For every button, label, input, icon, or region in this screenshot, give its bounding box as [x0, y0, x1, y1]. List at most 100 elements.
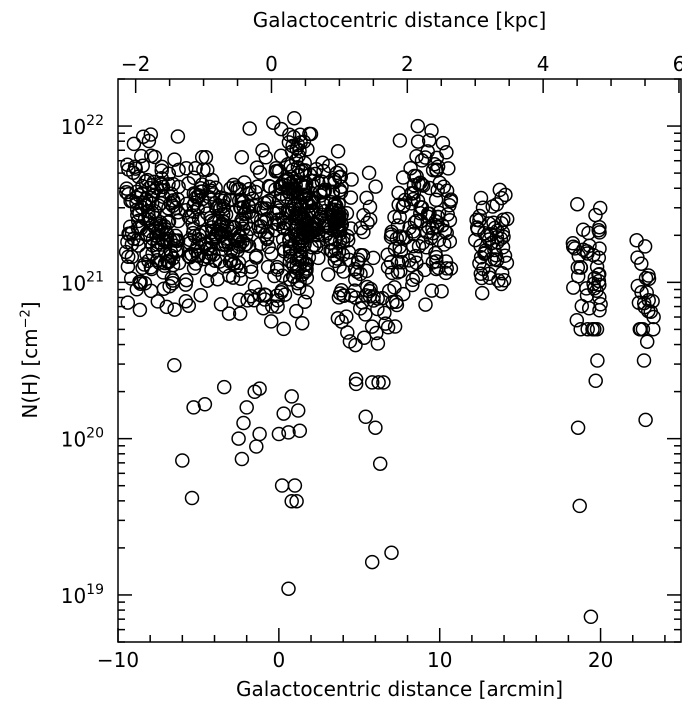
- data-point: [441, 161, 456, 176]
- data-point: [182, 249, 198, 265]
- data-point: [175, 453, 190, 468]
- data-point: [247, 279, 263, 294]
- data-point: [249, 160, 265, 175]
- y-tick-label: 1021: [61, 269, 104, 295]
- data-point: [304, 192, 319, 208]
- data-point: [289, 303, 304, 319]
- data-point: [360, 279, 375, 295]
- data-point: [593, 297, 608, 312]
- data-point: [348, 372, 364, 387]
- data-point: [134, 148, 149, 164]
- data-point: [258, 150, 274, 165]
- data-point: [580, 321, 595, 337]
- data-point: [194, 191, 210, 207]
- data-point: [244, 209, 260, 224]
- data-point: [566, 280, 581, 295]
- data-point: [213, 190, 228, 205]
- data-point: [128, 161, 143, 176]
- data-point: [142, 223, 157, 239]
- data-point: [336, 230, 351, 245]
- data-point: [405, 272, 421, 288]
- data-point: [216, 379, 232, 395]
- data-point: [477, 226, 492, 241]
- data-point: [641, 268, 656, 283]
- data-point: [193, 287, 208, 303]
- data-point: [216, 237, 231, 252]
- data-point: [496, 273, 512, 288]
- data-point: [237, 237, 252, 253]
- data-point: [322, 175, 337, 190]
- data-point: [409, 269, 424, 285]
- data-point: [494, 190, 509, 206]
- data-point: [327, 247, 342, 263]
- data-point: [244, 264, 259, 279]
- data-point: [639, 334, 655, 349]
- data-point: [204, 213, 219, 229]
- data-point: [163, 196, 179, 211]
- data-point: [253, 219, 269, 234]
- data-point: [152, 216, 168, 232]
- data-point: [185, 216, 200, 231]
- data-point: [358, 409, 373, 425]
- data-point: [294, 315, 310, 331]
- data-point: [646, 309, 661, 325]
- data-point: [193, 180, 208, 196]
- data-point: [318, 228, 333, 243]
- data-point: [370, 336, 386, 351]
- data-point: [331, 203, 346, 219]
- data-point: [290, 168, 306, 183]
- data-point: [438, 254, 454, 269]
- data-point: [290, 159, 306, 175]
- data-point: [240, 293, 255, 308]
- data-point: [355, 295, 370, 310]
- data-point: [585, 321, 600, 337]
- data-point: [482, 270, 498, 286]
- x2-tick-label: 2: [401, 52, 414, 76]
- data-point: [252, 287, 267, 302]
- data-point: [234, 451, 250, 467]
- data-point: [289, 141, 304, 156]
- data-point: [281, 581, 296, 596]
- data-point: [311, 250, 326, 266]
- data-point: [366, 250, 381, 266]
- data-point: [378, 316, 393, 331]
- data-point: [186, 400, 201, 415]
- data-point: [420, 144, 435, 159]
- data-point: [351, 252, 366, 267]
- data-point: [133, 274, 148, 290]
- data-point: [276, 406, 291, 421]
- data-point: [167, 357, 182, 373]
- data-point: [202, 179, 217, 195]
- data-point: [295, 229, 310, 245]
- data-point: [406, 178, 422, 193]
- data-point: [141, 133, 157, 149]
- data-point: [292, 143, 307, 159]
- data-point: [336, 264, 351, 279]
- data-point: [422, 180, 437, 196]
- data-point: [160, 215, 176, 230]
- data-point: [191, 248, 206, 264]
- data-point: [330, 311, 346, 326]
- y-axis-label: N(H) [cm−2]: [18, 301, 42, 419]
- data-point: [120, 295, 136, 310]
- data-point: [565, 239, 581, 255]
- data-point: [498, 187, 513, 203]
- data-point: [416, 178, 431, 193]
- data-point: [630, 250, 645, 265]
- data-point: [368, 420, 383, 435]
- y-tick-label: 1020: [61, 426, 104, 452]
- data-point: [418, 297, 433, 312]
- data-point: [410, 118, 426, 134]
- data-point: [419, 240, 434, 255]
- data-point: [275, 268, 290, 283]
- data-point: [299, 285, 315, 300]
- data-point: [637, 239, 653, 254]
- data-point: [573, 260, 589, 275]
- data-point: [393, 244, 409, 259]
- data-point: [494, 265, 510, 281]
- data-point: [376, 375, 391, 390]
- data-point: [331, 222, 346, 237]
- data-point: [274, 478, 290, 493]
- data-point: [163, 186, 179, 201]
